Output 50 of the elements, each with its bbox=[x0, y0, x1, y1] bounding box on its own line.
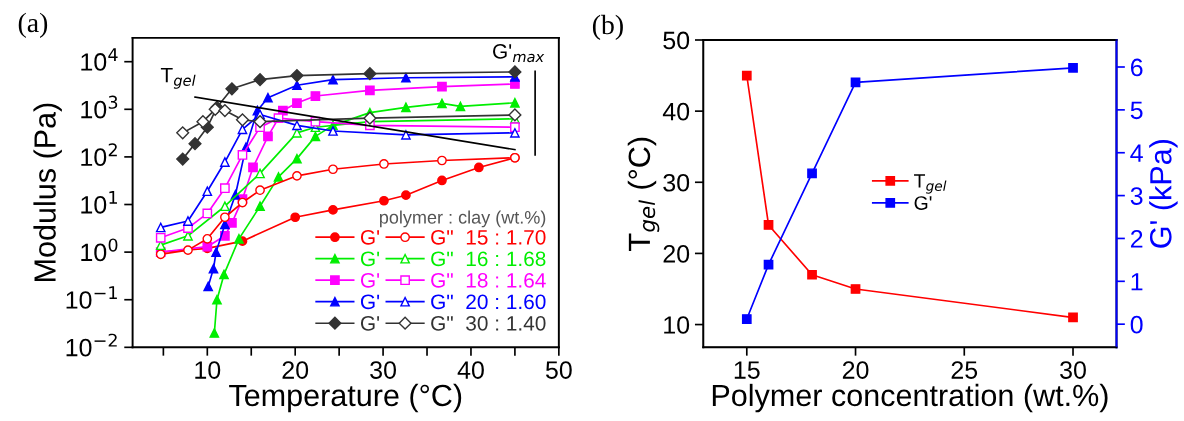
y-tick-label: 40 bbox=[662, 102, 690, 121]
y-axis-title: Modulus (Pa) bbox=[33, 103, 62, 281]
y-tick-label: 10 bbox=[664, 316, 690, 334]
x-tick-label: 10 bbox=[195, 361, 221, 379]
annotation: G'$_{max}$ bbox=[493, 44, 545, 63]
y-tick-label: 10$^{2}$ bbox=[81, 143, 117, 167]
y2-tick-label: 3 bbox=[1130, 187, 1143, 205]
legend-label: G' bbox=[360, 272, 380, 288]
x-axis-title: Temperature (°C) bbox=[229, 383, 462, 413]
legend-label: G" 15 : 1.70 bbox=[431, 229, 546, 245]
y-tick-label: 10$^{−2}$ bbox=[66, 333, 117, 357]
x-tick-label: 15 bbox=[734, 361, 760, 379]
y2-axis-title: G' (kPa) bbox=[1149, 140, 1178, 248]
legend-label: G" 18 : 1.64 bbox=[431, 272, 546, 288]
y2-tick-label: 6 bbox=[1130, 58, 1143, 77]
x-tick-label: 20 bbox=[282, 361, 309, 379]
x-tick-label: 30 bbox=[370, 361, 397, 379]
x-axis-title: Polymer concentration (wt.%) bbox=[712, 383, 1108, 413]
y-axis-title: T$_{gel}$ (°C) bbox=[627, 137, 660, 251]
y-tick-label: 10$^{3}$ bbox=[81, 95, 118, 119]
legend-label: G" 16 : 1.68 bbox=[431, 251, 546, 267]
x-tick-label: 25 bbox=[951, 361, 978, 379]
y2-tick-label: 4 bbox=[1130, 144, 1143, 162]
legend-label: G" 20 : 1.60 bbox=[431, 294, 546, 310]
x-tick-label: 50 bbox=[545, 361, 572, 379]
x-tick-label: 30 bbox=[1060, 361, 1086, 379]
annotation: T$_{gel}$ bbox=[160, 67, 196, 89]
legend-label: G' bbox=[360, 229, 380, 245]
legend-label: G' bbox=[360, 251, 380, 267]
y-tick-label: 10$^{−1}$ bbox=[66, 286, 117, 309]
y2-tick-label: 1 bbox=[1131, 273, 1143, 291]
chart-title: (a) bbox=[18, 12, 48, 38]
y-tick-label: 20 bbox=[663, 245, 690, 263]
legend-label: G' bbox=[360, 294, 380, 310]
y2-tick-label: 0 bbox=[1130, 315, 1143, 334]
y-tick-label: 10$^{1}$ bbox=[81, 191, 117, 214]
chart-title: (b) bbox=[592, 14, 623, 40]
x-tick-label: 40 bbox=[457, 361, 484, 379]
legend-title: polymer : clay (wt.%) bbox=[379, 210, 546, 228]
legend-label: G' bbox=[914, 196, 932, 210]
legend-label: T$_{gel}$ bbox=[914, 174, 947, 194]
y-tick-label: 10$^{4}$ bbox=[81, 48, 118, 71]
y-tick-label: 30 bbox=[663, 173, 690, 192]
y-tick-label: 50 bbox=[663, 31, 690, 50]
y2-tick-label: 2 bbox=[1130, 230, 1143, 248]
legend-label: G" 30 : 1.40 bbox=[431, 315, 546, 331]
legend-label: G' bbox=[360, 315, 380, 331]
x-tick-label: 20 bbox=[842, 361, 869, 379]
y-tick-label: 10$^{0}$ bbox=[81, 238, 118, 262]
y2-tick-label: 5 bbox=[1130, 101, 1143, 120]
